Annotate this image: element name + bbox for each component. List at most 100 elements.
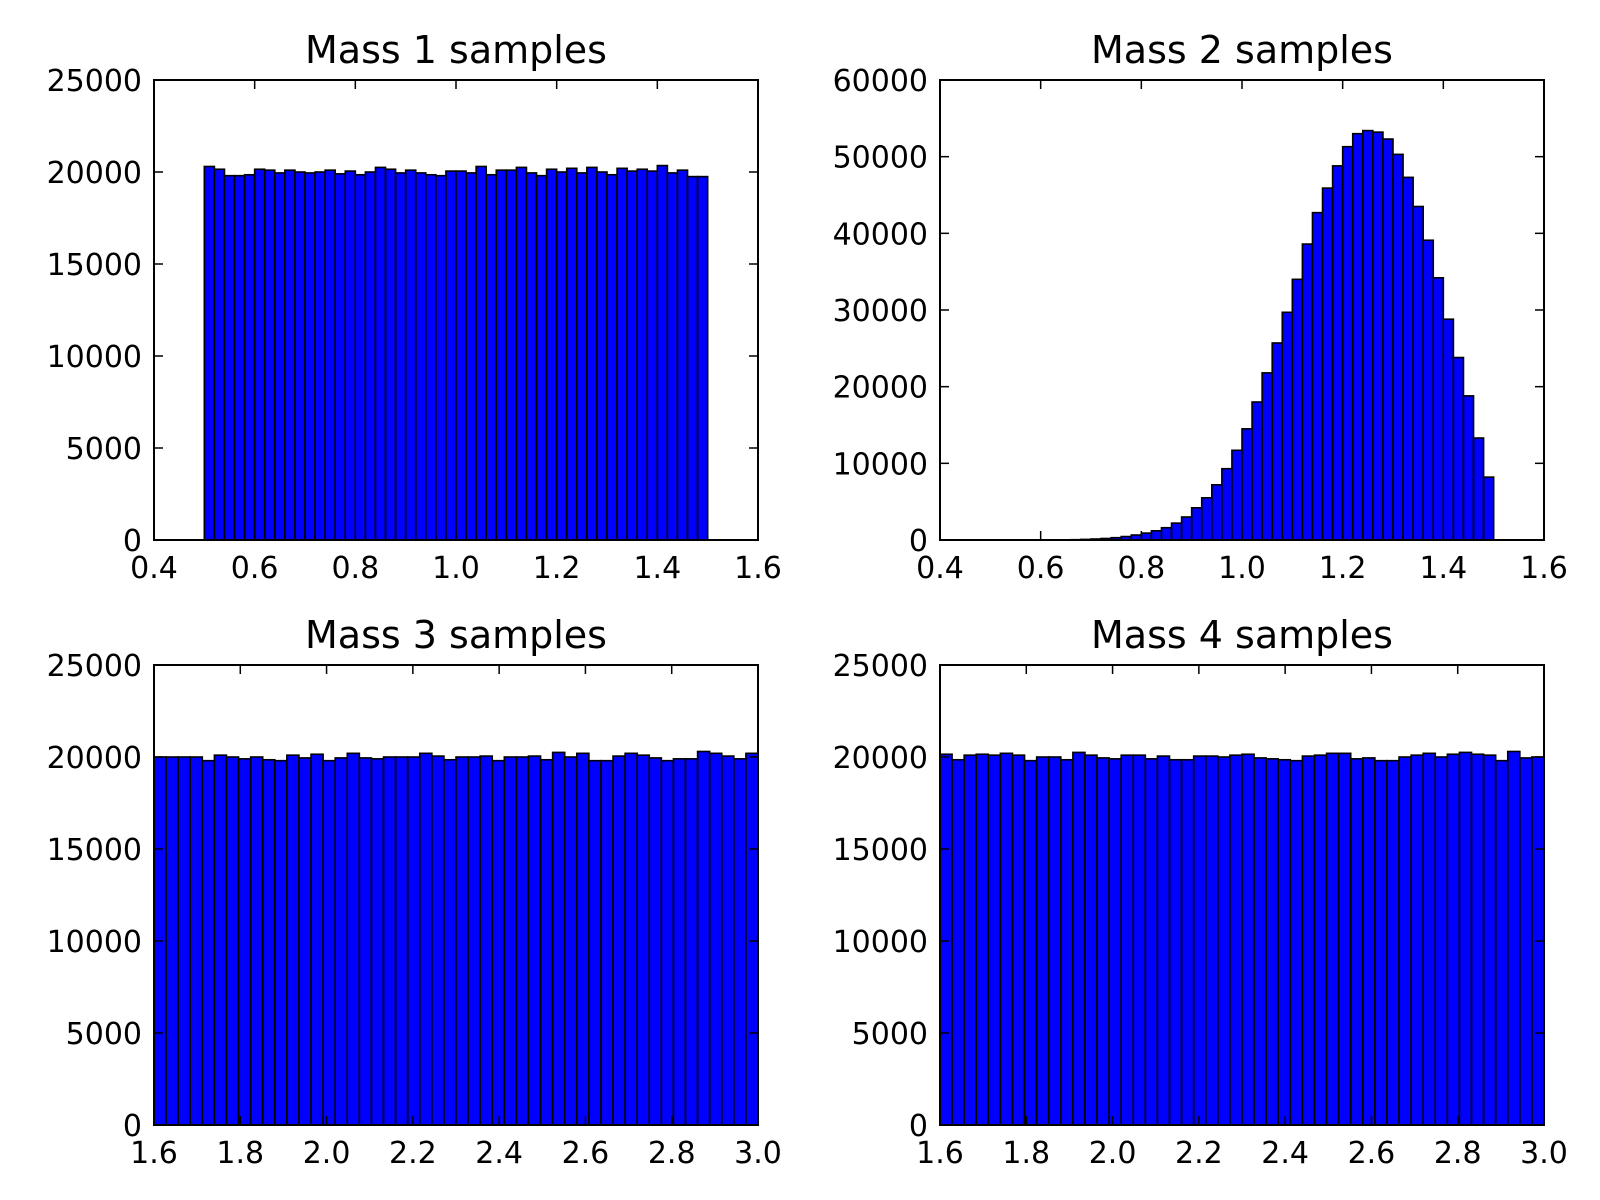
bar-series [203, 164, 709, 541]
histogram-bar [624, 752, 638, 1126]
histogram-bar [1150, 529, 1163, 541]
histogram-bar [1192, 755, 1207, 1126]
histogram-bar [213, 754, 228, 1126]
histogram-bar [314, 171, 326, 541]
histogram-bar [237, 758, 252, 1126]
x-tick-label: 1.6 [1520, 551, 1568, 586]
histogram-bar [364, 171, 377, 541]
y-tick-label: 40000 [833, 217, 928, 252]
histogram-bar [1241, 753, 1255, 1126]
histogram-bar [733, 758, 747, 1126]
histogram-bar [304, 172, 316, 541]
histogram-bar [1462, 395, 1475, 541]
histogram-bar [203, 165, 216, 541]
histogram-bar [424, 173, 437, 541]
histogram-bar [1211, 483, 1223, 541]
y-tick-label: 20000 [47, 156, 142, 191]
histogram-bar [503, 756, 518, 1126]
histogram-bar [1253, 757, 1267, 1126]
x-tick-label: 2.0 [303, 1136, 351, 1171]
histogram-bar [1446, 753, 1461, 1126]
histogram-bar [1442, 318, 1455, 541]
histogram-bar [467, 756, 481, 1126]
histogram-bar [1011, 754, 1026, 1126]
histogram-bar [384, 168, 397, 541]
histogram-bar [310, 753, 324, 1126]
chart-title: Mass 3 samples [305, 613, 607, 657]
histogram-bar [987, 754, 1002, 1126]
histogram-bar [165, 756, 179, 1126]
histogram-bar [1217, 756, 1231, 1126]
histogram-bar [1120, 754, 1135, 1126]
histogram-bar [563, 756, 578, 1126]
histogram-bar [1372, 131, 1384, 541]
y-tick-label: 5000 [66, 432, 142, 467]
histogram-bar [1180, 516, 1193, 541]
histogram-bar [1140, 532, 1153, 541]
x-tick-label: 1.2 [533, 551, 581, 586]
histogram-bar [1301, 243, 1314, 541]
y-tick-label: 60000 [833, 64, 928, 99]
histogram-bar [1271, 342, 1284, 541]
histogram-bar [696, 175, 709, 541]
histogram-bar [1229, 754, 1243, 1126]
y-tick-label: 0 [909, 524, 928, 559]
y-tick-label: 15000 [833, 833, 928, 868]
histogram-bar [1341, 145, 1354, 541]
x-tick-label: 2.8 [648, 1136, 696, 1171]
histogram-bar [1482, 476, 1495, 541]
histogram-bar [525, 172, 538, 541]
histogram-bar [551, 751, 566, 1126]
x-tick-label: 0.6 [1017, 551, 1065, 586]
x-tick-label: 1.0 [432, 551, 480, 586]
histogram-bar [249, 756, 264, 1126]
histogram-bar [1351, 132, 1364, 541]
histogram-bar [1412, 205, 1425, 541]
histogram-bar [1200, 497, 1213, 541]
histogram-bar [406, 756, 421, 1126]
histogram-bar [720, 755, 735, 1126]
histogram-bar [298, 757, 312, 1126]
histogram-bar [1170, 522, 1183, 541]
histogram-bar [1337, 752, 1352, 1126]
histogram-bar [284, 169, 296, 541]
x-tick-label: 2.6 [562, 1136, 610, 1171]
histogram-bar [334, 173, 347, 541]
histogram-bar [485, 173, 498, 541]
x-tick-label: 1.8 [1002, 1136, 1050, 1171]
histogram-bar [1277, 758, 1292, 1126]
histogram-bar [660, 759, 675, 1126]
histogram-bar [1331, 165, 1344, 541]
histogram-bar [515, 166, 528, 541]
bar-series [1060, 129, 1495, 541]
histogram-bar [1156, 755, 1171, 1126]
histogram-bar [1180, 758, 1195, 1126]
x-tick-label: 0.4 [130, 551, 178, 586]
histogram-bar [575, 752, 590, 1126]
bar-series [939, 750, 1545, 1126]
histogram-bar [294, 171, 306, 541]
histogram-bar [394, 172, 407, 541]
histogram-bar [475, 165, 488, 541]
y-tick-label: 25000 [833, 649, 928, 684]
histogram-bar [374, 166, 387, 541]
x-tick-label: 2.4 [1261, 1136, 1309, 1171]
y-tick-label: 10000 [833, 447, 928, 482]
histogram-bar [975, 753, 990, 1126]
bar-series [153, 750, 759, 1126]
x-tick-label: 2.0 [1089, 1136, 1137, 1171]
histogram-bar [1132, 754, 1147, 1126]
histogram-bar [404, 169, 417, 541]
histogram-bar [263, 169, 276, 541]
histogram-bar [616, 167, 628, 541]
x-tick-label: 1.6 [130, 1136, 178, 1171]
x-tick-label: 1.6 [916, 1136, 964, 1171]
histogram-bar [1402, 176, 1414, 541]
x-tick-label: 1.2 [1319, 551, 1367, 586]
y-tick-label: 25000 [47, 649, 142, 684]
histogram-bar [1190, 506, 1203, 541]
histogram-bar [273, 759, 288, 1126]
x-tick-label: 1.6 [734, 551, 782, 586]
histogram-bar [394, 756, 409, 1126]
histogram-bar [1060, 758, 1074, 1126]
